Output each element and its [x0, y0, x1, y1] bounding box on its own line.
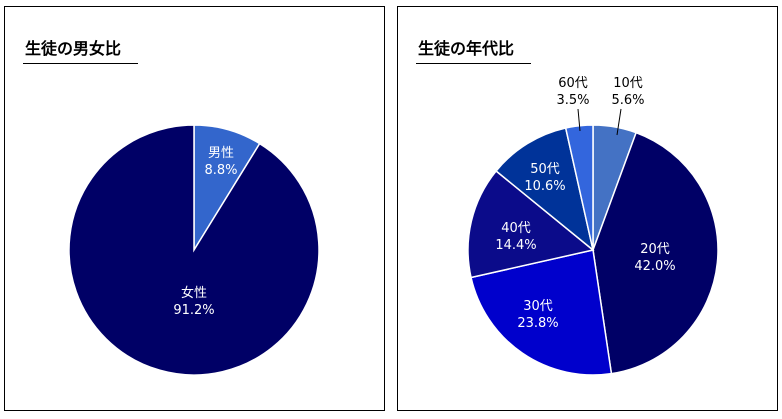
slice-percent-label: 23.8%	[517, 316, 558, 331]
gender-chart-panel: 生徒の男女比 男性 8.8% 女性 91.2%	[4, 6, 385, 411]
title-underline	[23, 63, 138, 64]
gender-pie-chart: 男性 8.8% 女性 91.2%	[68, 124, 320, 376]
chart-title: 生徒の年代比	[418, 39, 515, 58]
slice-label: 50代	[530, 162, 560, 177]
slice-label: 30代	[523, 299, 553, 314]
slice-label: 男性	[208, 146, 234, 161]
chart-title: 生徒の男女比	[25, 39, 122, 58]
pie-slice	[68, 124, 320, 376]
age-chart-panel: 生徒の年代比 10代 5.6% 20代 42.0% 30代 23.8% 40代 14.4% 50…	[397, 6, 778, 411]
title-underline	[416, 63, 531, 64]
pie-slice	[470, 249, 613, 376]
slice-percent-label: 3.5%	[556, 93, 589, 108]
slice-percent-label: 42.0%	[634, 259, 675, 274]
slice-percent-label: 8.8%	[204, 163, 237, 178]
slice-percent-label: 10.6%	[524, 179, 565, 194]
pie-slice	[467, 169, 595, 279]
slice-label: 60代	[558, 76, 588, 91]
leader-line	[577, 108, 581, 132]
slice-label: 10代	[613, 76, 643, 91]
pie-slice	[495, 127, 595, 252]
slice-percent-label: 14.4%	[495, 238, 536, 253]
age-pie-chart: 10代 5.6% 20代 42.0% 30代 23.8% 40代 14.4% 50代 10.6% 6…	[467, 76, 719, 376]
slice-percent-label: 5.6%	[611, 93, 644, 108]
slice-label: 女性	[181, 285, 207, 301]
slice-percent-label: 91.2%	[173, 303, 214, 318]
pie-slice	[592, 131, 719, 375]
slice-label: 40代	[501, 221, 531, 236]
leader-line	[616, 108, 622, 136]
slice-label: 20代	[640, 242, 670, 257]
